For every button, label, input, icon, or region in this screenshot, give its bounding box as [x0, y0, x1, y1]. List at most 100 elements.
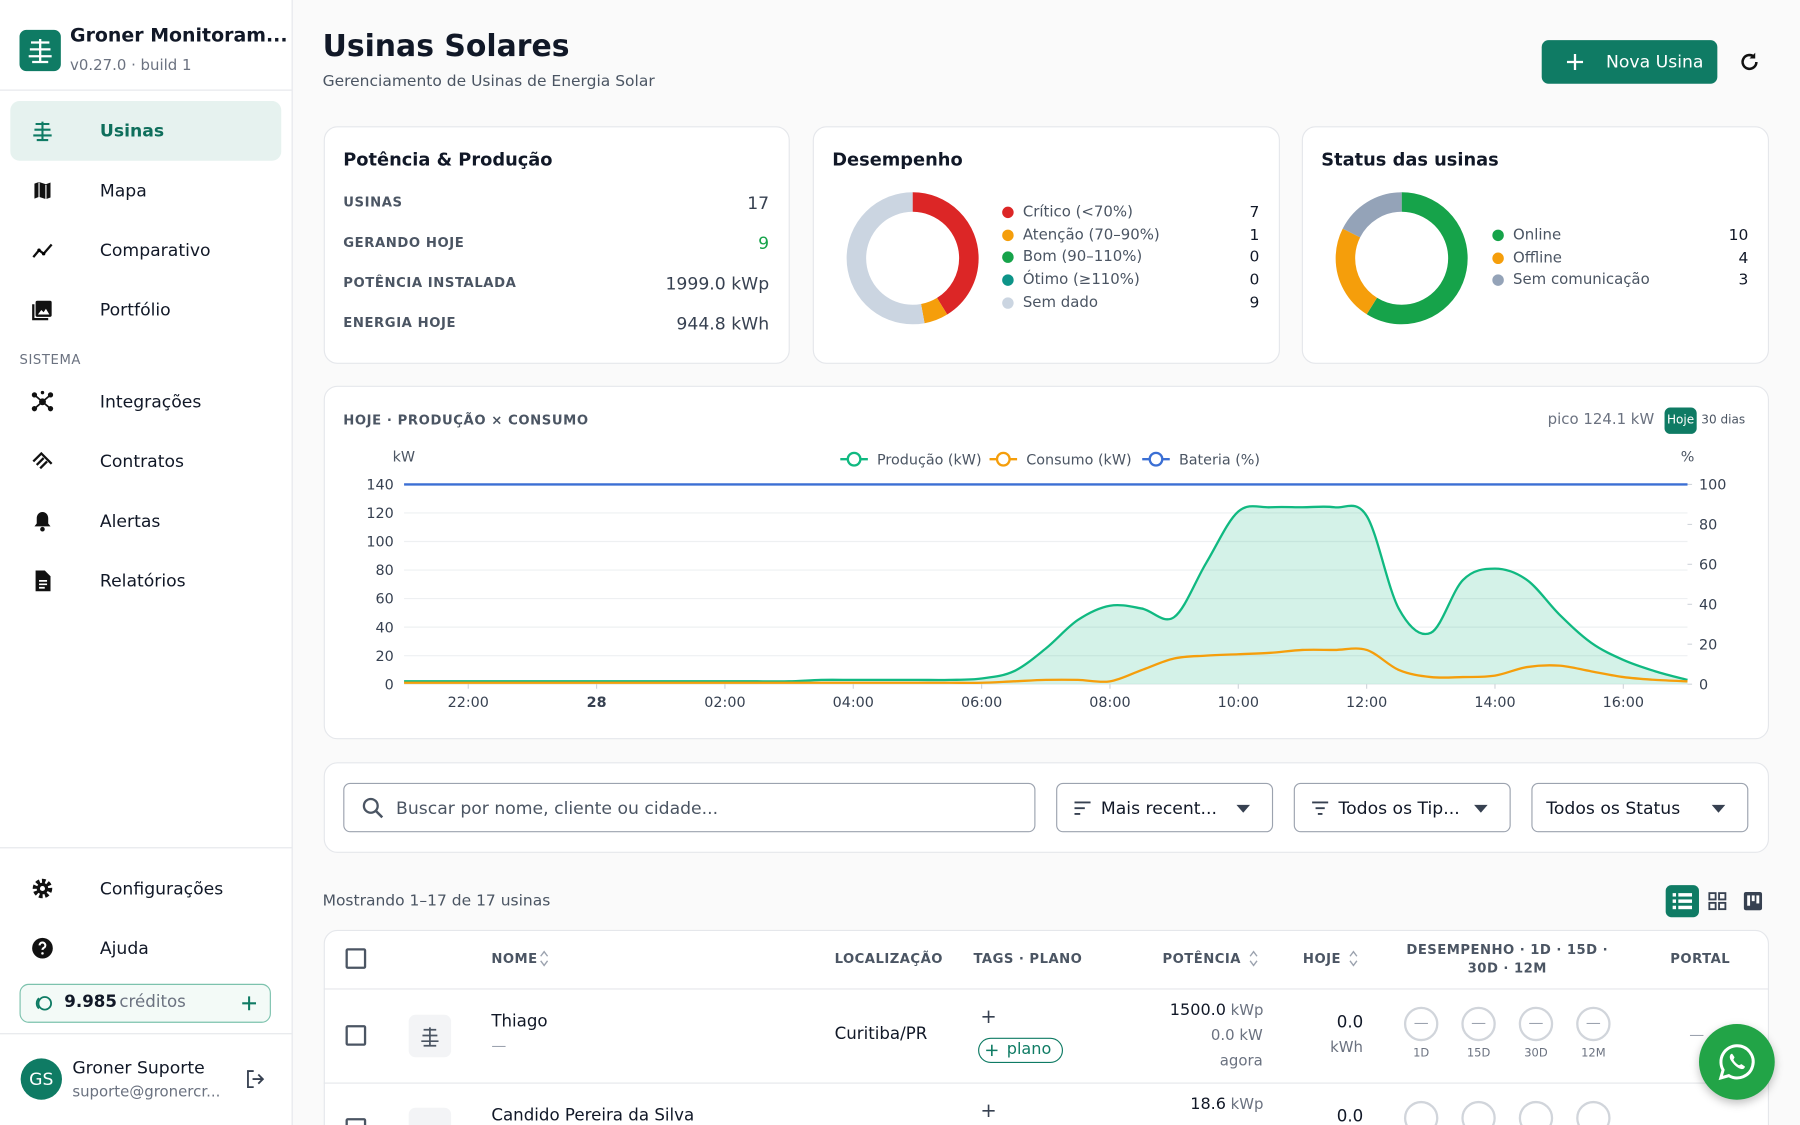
sort-arrows — [1349, 950, 1358, 967]
caret — [1711, 804, 1726, 813]
donut-segment — [1335, 192, 1468, 325]
nav-item[interactable]: Contratos — [99, 451, 184, 472]
type-dropdown[interactable]: Todos os Tip... — [1293, 782, 1511, 833]
add-tag[interactable]: + — [980, 1005, 997, 1029]
legend-label: Crítico (<70%) — [1022, 203, 1133, 221]
portal-status: — — [1689, 1026, 1705, 1045]
page-title: Usinas Solares — [322, 29, 570, 65]
sort-icon — [1074, 801, 1091, 815]
column-header[interactable]: HOJE — [1302, 950, 1341, 967]
donut-segment — [1335, 192, 1468, 325]
power-unit: kWp — [1230, 1096, 1264, 1114]
column-header: TAGS · PLANO — [973, 950, 1083, 967]
y-tick-label: 40 — [376, 620, 394, 636]
dropdown-label: Mais recent... — [1100, 797, 1217, 819]
y-axis-label: kW — [393, 449, 415, 465]
legend-value: 9 — [1249, 293, 1260, 313]
legend-dot — [1002, 251, 1014, 264]
x-tick-label: 04:00 — [833, 695, 874, 711]
legend-label: Bateria (%) — [1179, 452, 1260, 468]
legend-dot — [1002, 206, 1014, 219]
search-placeholder: Buscar por nome, cliente ou cidade... — [396, 797, 719, 819]
refresh-button[interactable] — [1738, 51, 1761, 74]
legend-value: 1 — [1249, 225, 1260, 245]
credits-add[interactable] — [241, 995, 257, 1011]
grid-view-button[interactable] — [1708, 892, 1727, 911]
button-label: Nova Usina — [1605, 51, 1704, 73]
whatsapp-button[interactable] — [1698, 1023, 1775, 1100]
nav-item[interactable]: Alertas — [99, 510, 161, 532]
logout-icon[interactable] — [246, 1069, 267, 1090]
power-unit: kWp — [1230, 1002, 1264, 1020]
logo-icon — [28, 39, 52, 64]
y-tick-label: 120 — [366, 506, 393, 522]
x-tick-label: 14:00 — [1474, 695, 1515, 711]
today-energy: 0.0 — [1336, 1013, 1364, 1033]
toggle-option[interactable]: 30 dias — [1701, 413, 1746, 428]
plant-name[interactable]: Candido Pereira da Silva — [491, 1106, 695, 1125]
y-tick-label: 80 — [376, 563, 394, 579]
nav-icon — [32, 937, 53, 959]
donut-layer — [846, 192, 1468, 325]
nav-active-bg[interactable] — [10, 101, 282, 161]
whatsapp-icon — [1718, 1044, 1755, 1081]
nav-item[interactable]: Configurações — [99, 878, 224, 899]
nav-item[interactable]: Integrações — [99, 391, 202, 413]
sort-dropdown[interactable]: Mais recent... — [1056, 782, 1274, 833]
nav-icon — [33, 121, 52, 142]
nav-item[interactable]: Usinas — [99, 120, 165, 142]
legend-label: Sem dado — [1022, 294, 1099, 312]
credits-amount: 9.985 — [64, 992, 117, 1012]
x-tick-label: 02:00 — [704, 695, 745, 711]
column-header[interactable]: POTÊNCIA — [1162, 950, 1241, 967]
row-divider — [323, 988, 1770, 990]
y-tick-label: 60 — [376, 592, 394, 608]
nav-item[interactable]: Comparativo — [99, 239, 211, 261]
x-tick-label: 22:00 — [448, 695, 489, 711]
y-tick-label: 140 — [366, 478, 393, 494]
list-view-button[interactable] — [1665, 885, 1699, 918]
credits-box[interactable] — [19, 983, 271, 1023]
nav-section: SISTEMA — [19, 351, 82, 368]
plan-pill[interactable]: plano — [978, 1037, 1064, 1064]
nav-item[interactable]: Portfólio — [99, 299, 171, 321]
legend-dot — [1492, 229, 1504, 242]
y2-tick-label: 60 — [1699, 558, 1717, 574]
x-tick-label: 06:00 — [961, 695, 1002, 711]
row-checkbox[interactable] — [345, 1025, 367, 1046]
legend-label: Consumo (kW) — [1026, 452, 1131, 468]
row-checkbox[interactable] — [345, 1118, 367, 1125]
x-tick-label: 28 — [587, 695, 607, 711]
performance-chip — [1576, 1100, 1611, 1125]
credits-icon — [35, 996, 53, 1011]
search-input[interactable]: Buscar por nome, cliente ou cidade... — [343, 782, 1036, 833]
nav-item[interactable]: Mapa — [99, 180, 147, 201]
sort-arrows — [540, 950, 549, 967]
plant-client: — — [491, 1037, 507, 1055]
dropdown-label: Todos os Status — [1546, 797, 1681, 819]
plant-name[interactable]: Thiago — [491, 1012, 548, 1031]
x-tick-label: 10:00 — [1218, 695, 1259, 711]
column-header[interactable]: NOME — [491, 950, 538, 967]
card-title: Desempenho — [832, 149, 963, 170]
nav-item[interactable]: Ajuda — [99, 937, 149, 959]
select-all-checkbox[interactable] — [345, 948, 367, 969]
caret — [1236, 804, 1251, 813]
app-name: Groner Monitoram... — [70, 24, 288, 46]
new-plant-button[interactable]: Nova Usina — [1541, 40, 1718, 84]
add-tag[interactable]: + — [980, 1099, 997, 1123]
performance-chip: — — [1403, 1006, 1439, 1042]
nav-item[interactable]: Relatórios — [99, 570, 186, 592]
peak-label: pico 124.1 kW — [1547, 411, 1655, 429]
user-email: suporte@gronercr... — [72, 1083, 221, 1101]
column-header: PORTAL — [1670, 950, 1731, 967]
board-view-button[interactable] — [1743, 891, 1763, 911]
legend-value: 3 — [1738, 271, 1749, 290]
toggle-active[interactable]: Hoje — [1664, 407, 1697, 434]
legend-label: Atenção (70–90%) — [1022, 226, 1160, 244]
status-dropdown[interactable]: Todos os Status — [1531, 782, 1749, 833]
power-value: 18.6 — [1190, 1095, 1227, 1114]
power-value: 1500.0 — [1169, 1001, 1227, 1020]
legend-label: Online — [1513, 226, 1562, 244]
